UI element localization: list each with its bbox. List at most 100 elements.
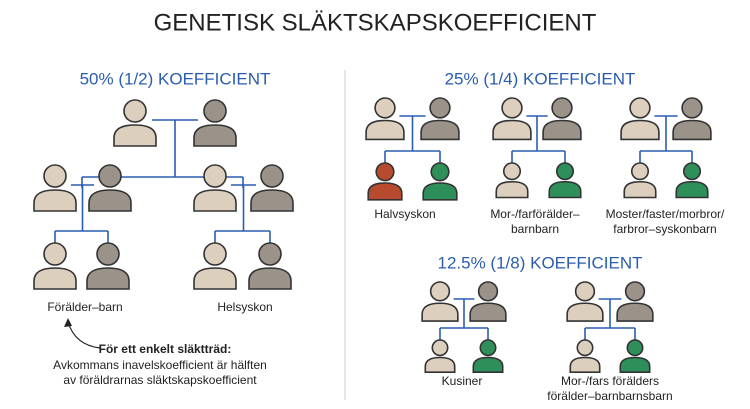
title: GENETISK SLÄKTSKAPSKOEFFICIENT: [154, 9, 597, 36]
person-icon: [365, 97, 405, 141]
person-head: [501, 97, 523, 119]
person-body: [420, 119, 460, 141]
section-heading: 25% (1/4) KOEFFICIENT: [445, 69, 636, 88]
person-head: [123, 99, 147, 123]
person-body: [472, 356, 504, 373]
person-icon: [472, 339, 504, 373]
person-head: [502, 162, 522, 181]
arrow: [67, 321, 101, 349]
person-head: [374, 97, 396, 119]
person-head: [258, 242, 282, 266]
group-label: Helsyskon: [217, 300, 272, 314]
person-icon: [421, 281, 459, 322]
person-icon: [422, 162, 458, 201]
person-icon: [88, 164, 132, 212]
person-head: [98, 164, 122, 188]
person-head: [626, 339, 644, 357]
person-icon: [623, 162, 657, 199]
note-line: av föräldrarnas släktskapskoefficient: [63, 373, 257, 387]
group-label: förälder–barnbarnsbarn: [547, 389, 672, 403]
person-icon: [367, 162, 403, 201]
person-body: [250, 189, 294, 212]
person-icon: [193, 99, 237, 147]
person-head: [629, 97, 651, 119]
person-body: [365, 119, 405, 141]
person-body: [86, 267, 130, 290]
person-body: [495, 180, 529, 199]
person-icon: [619, 339, 651, 373]
person-body: [616, 302, 654, 322]
person-body: [88, 189, 132, 212]
note-line: Avkommans inavelskoefficient är hälften: [53, 358, 267, 372]
person-icon: [542, 97, 582, 141]
person-head: [479, 339, 497, 357]
person-icon: [492, 97, 532, 141]
person-icon: [420, 97, 460, 141]
person-body: [548, 180, 582, 199]
person-icon: [620, 97, 660, 141]
person-body: [193, 267, 237, 290]
person-icon: [86, 242, 130, 290]
person-head: [551, 97, 573, 119]
person-icon: [672, 97, 712, 141]
person-body: [424, 356, 456, 373]
person-icon: [193, 242, 237, 290]
person-icon: [469, 281, 507, 322]
person-body: [33, 267, 77, 290]
person-head: [430, 162, 450, 182]
person-icon: [616, 281, 654, 322]
person-body: [193, 124, 237, 147]
person-icon: [548, 162, 582, 199]
group-label: farbror–syskonbarn: [613, 222, 716, 236]
person-icon: [113, 99, 157, 147]
person-icon: [566, 281, 604, 322]
person-head: [630, 162, 650, 181]
person-body: [248, 267, 292, 290]
person-icon: [569, 339, 601, 373]
person-body: [675, 180, 709, 199]
person-icon: [424, 339, 456, 373]
person-head: [624, 281, 646, 302]
person-head: [576, 339, 594, 357]
person-head: [203, 164, 227, 188]
person-head: [375, 162, 395, 182]
person-head: [682, 162, 702, 181]
person-icon: [495, 162, 529, 199]
group-label: Kusiner: [442, 374, 483, 388]
section-heading: 50% (1/2) KOEFFICIENT: [80, 69, 271, 88]
person-icon: [675, 162, 709, 199]
person-body: [469, 302, 507, 322]
person-icon: [33, 242, 77, 290]
person-body: [620, 119, 660, 141]
person-head: [429, 281, 451, 302]
group-label: Mor-/fars förälders: [561, 374, 659, 388]
person-head: [203, 242, 227, 266]
person-head: [96, 242, 120, 266]
person-head: [429, 97, 451, 119]
group-label: Halvsyskon: [374, 207, 435, 221]
note-title: För ett enkelt släktträd:: [99, 342, 232, 356]
person-body: [33, 189, 77, 212]
person-head: [203, 99, 227, 123]
person-body: [193, 189, 237, 212]
person-body: [569, 356, 601, 373]
group-label: Mor-/farförälder–: [490, 207, 580, 221]
person-icon: [33, 164, 77, 212]
person-head: [574, 281, 596, 302]
person-icon: [248, 242, 292, 290]
person-icon: [193, 164, 237, 212]
person-head: [681, 97, 703, 119]
person-body: [566, 302, 604, 322]
group-label: Moster/faster/morbror/: [606, 207, 725, 221]
person-body: [422, 182, 458, 201]
icons: [33, 97, 712, 373]
person-head: [477, 281, 499, 302]
person-head: [431, 339, 449, 357]
person-body: [672, 119, 712, 141]
person-head: [43, 164, 67, 188]
group-label: barnbarn: [511, 222, 559, 236]
person-body: [623, 180, 657, 199]
person-body: [367, 182, 403, 201]
person-body: [421, 302, 459, 322]
